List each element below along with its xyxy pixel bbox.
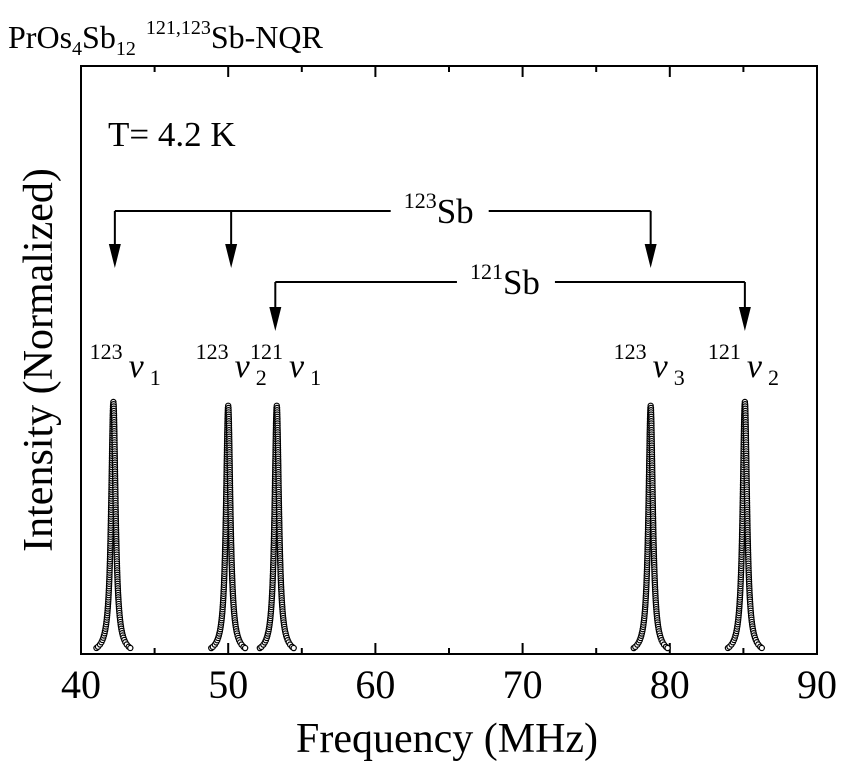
peak-index: 3 <box>674 365 685 390</box>
x-tick-label: 70 <box>503 662 543 707</box>
peak-isotope: 123 <box>614 339 647 364</box>
isotope-label: 123Sb <box>404 188 474 231</box>
down-arrow-icon <box>738 307 751 331</box>
data-point <box>127 644 134 652</box>
peak-isotope: 121 <box>708 339 741 364</box>
peak-nu-symbol: ν <box>129 348 145 385</box>
peak-index: 2 <box>768 365 779 390</box>
peak-index: 1 <box>310 365 321 390</box>
peak-series <box>724 398 766 652</box>
peak-nu-symbol: ν <box>235 348 251 385</box>
peak-label: 121 ν 1 <box>250 339 321 390</box>
x-axis-label: Frequency (MHz) <box>296 716 598 762</box>
peak-label: 123 ν 2 <box>196 339 267 390</box>
peak-isotope: 123 <box>90 339 123 364</box>
data-point <box>758 644 766 652</box>
x-axis-ticks <box>80 66 818 654</box>
peak-label: 123 ν 1 <box>90 339 161 390</box>
down-arrow-icon <box>644 244 657 268</box>
x-tick-label: 40 <box>61 662 101 707</box>
down-arrow-icon <box>108 244 121 268</box>
peak-series <box>93 398 134 652</box>
isotope-mass: 121 <box>470 259 503 284</box>
x-tick-label: 50 <box>208 662 248 707</box>
x-tick-label: 80 <box>650 662 690 707</box>
chart-title: PrOs4Sb12121,123Sb-NQR <box>8 17 323 60</box>
peak-nu-symbol: ν <box>653 348 669 385</box>
isotope-label: 121Sb <box>470 259 540 302</box>
data-point <box>241 644 249 652</box>
peak-nu-symbol: ν <box>289 348 305 385</box>
spectrum-peaks <box>93 398 766 652</box>
x-axis-tick-labels: 40 50 60 70 80 90 <box>61 662 837 707</box>
isotope-symbol: Sb <box>503 263 540 302</box>
down-arrow-icon <box>269 307 282 331</box>
isotope-bracket: 121Sb <box>269 259 751 331</box>
temperature-annotation: T= 4.2 K <box>108 115 236 154</box>
x-tick-label: 60 <box>355 662 395 707</box>
peak-series <box>208 402 249 652</box>
y-axis-label: Intensity (Normalized) <box>16 168 62 552</box>
peak-isotope: 123 <box>196 339 229 364</box>
peak-index: 1 <box>150 365 161 390</box>
data-point <box>290 644 297 652</box>
peak-index: 2 <box>256 365 267 390</box>
peak-isotope: 121 <box>250 339 283 364</box>
plot-frame <box>80 65 818 655</box>
down-arrow-icon <box>225 244 238 268</box>
peak-nu-symbol: ν <box>747 348 763 385</box>
isotope-mass: 123 <box>404 188 437 213</box>
isotope-bracket: 123Sb <box>108 188 657 268</box>
data-point <box>664 644 671 652</box>
peak-series <box>256 402 297 652</box>
x-tick-label: 90 <box>797 662 837 707</box>
peak-label: 121 ν 2 <box>708 339 779 390</box>
peak-label: 123 ν 3 <box>614 339 685 390</box>
peak-series <box>630 402 671 652</box>
isotope-symbol: Sb <box>437 192 474 231</box>
